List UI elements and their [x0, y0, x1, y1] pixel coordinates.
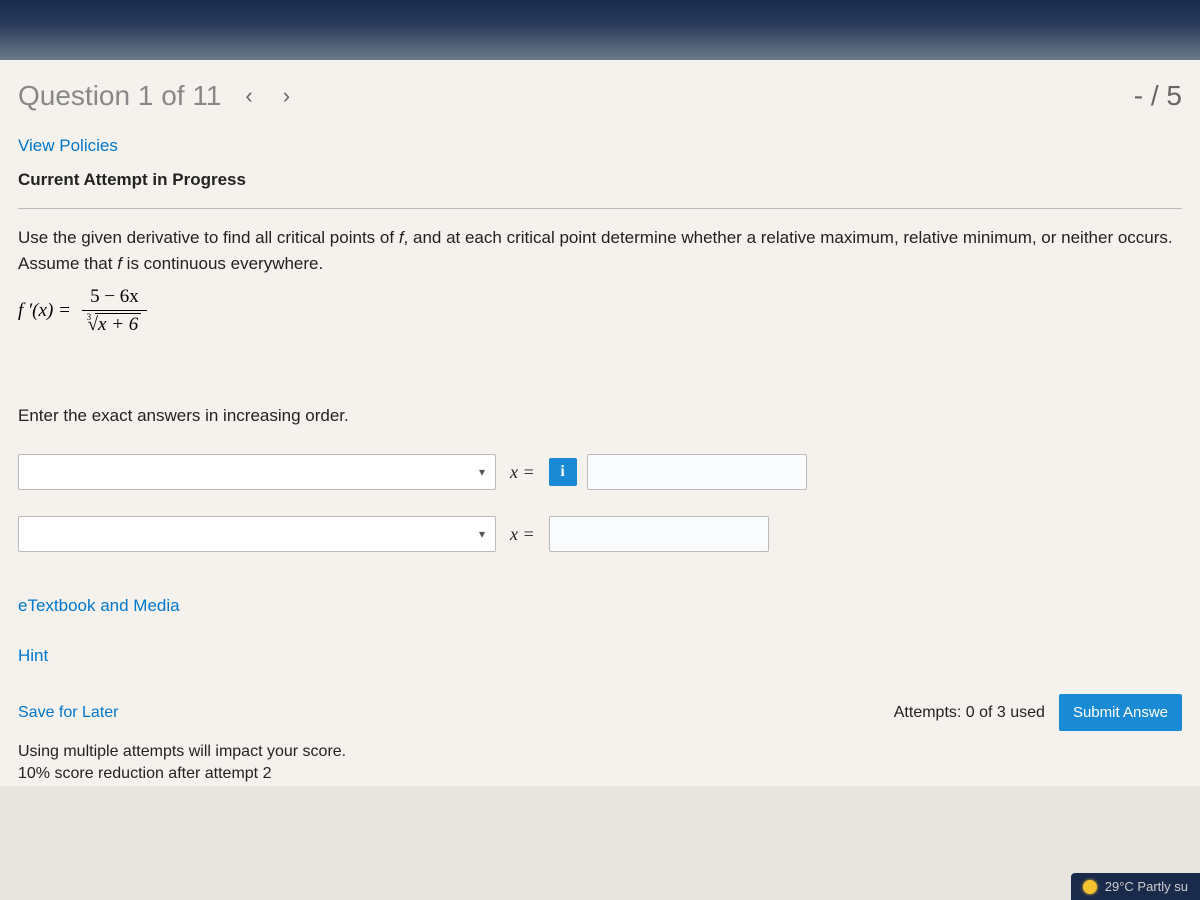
answer-instructions: Enter the exact answers in increasing or…: [18, 406, 1182, 426]
score-display: - / 5: [1134, 80, 1182, 112]
fraction: 5 − 6x 3 √ x + 6: [82, 286, 148, 336]
window-top-border: [0, 0, 1200, 60]
attempt-status: Current Attempt in Progress: [18, 170, 1182, 190]
main-content: Question 1 of 11 ‹ › - / 5 View Policies…: [0, 60, 1200, 786]
score-impact-note-1: Using multiple attempts will impact your…: [18, 741, 1182, 763]
answer-row-2: ▾ x =: [18, 516, 1182, 552]
root-index: 3: [87, 312, 92, 322]
x-equals-label-1: x =: [510, 462, 535, 483]
critical-point-type-dropdown-2[interactable]: ▾: [18, 516, 496, 552]
radicand: x + 6: [95, 313, 141, 336]
score-impact-note-2: 10% score reduction after attempt 2: [18, 763, 1182, 785]
attempts-counter: Attempts: 0 of 3 used: [894, 704, 1045, 722]
sun-icon: [1083, 880, 1097, 894]
numerator: 5 − 6x: [82, 286, 148, 311]
question-number: Question 1 of 11: [18, 80, 221, 112]
critical-point-type-dropdown-1[interactable]: ▾: [18, 454, 496, 490]
footer-right: Attempts: 0 of 3 used Submit Answe: [894, 694, 1182, 731]
fprime-lhs: f ′(x) =: [18, 300, 71, 322]
etextbook-media-link[interactable]: eTextbook and Media: [18, 596, 180, 616]
prompt-text-3: is continuous everywhere.: [122, 254, 323, 273]
question-header: Question 1 of 11 ‹ › - / 5: [18, 80, 1182, 112]
footer-row: Save for Later Attempts: 0 of 3 used Sub…: [18, 694, 1182, 731]
divider: [18, 208, 1182, 209]
cube-root: 3 √: [88, 314, 98, 336]
x-equals-label-2: x =: [510, 524, 535, 545]
submit-answer-button[interactable]: Submit Answe: [1059, 694, 1182, 731]
prompt-text-1: Use the given derivative to find all cri…: [18, 228, 399, 247]
info-icon[interactable]: i: [549, 458, 577, 486]
x-value-input-1[interactable]: [587, 454, 807, 490]
question-prompt: Use the given derivative to find all cri…: [18, 225, 1182, 276]
chevron-down-icon: ▾: [479, 465, 485, 479]
prev-question-arrow[interactable]: ‹: [239, 83, 258, 109]
view-policies-link[interactable]: View Policies: [18, 136, 118, 156]
taskbar-weather[interactable]: 29°C Partly su: [1071, 873, 1200, 900]
next-question-arrow[interactable]: ›: [277, 83, 296, 109]
footer-notes: Using multiple attempts will impact your…: [18, 741, 1182, 786]
answer-row-1: ▾ x = i: [18, 454, 1182, 490]
save-for-later-link[interactable]: Save for Later: [18, 704, 119, 722]
hint-link[interactable]: Hint: [18, 646, 48, 666]
question-title-group: Question 1 of 11 ‹ ›: [18, 80, 296, 112]
weather-text: 29°C Partly su: [1105, 879, 1188, 894]
derivative-formula: f ′(x) = 5 − 6x 3 √ x + 6: [18, 286, 1182, 336]
denominator: 3 √ x + 6: [82, 311, 148, 336]
chevron-down-icon: ▾: [479, 527, 485, 541]
x-value-input-2[interactable]: [549, 516, 769, 552]
